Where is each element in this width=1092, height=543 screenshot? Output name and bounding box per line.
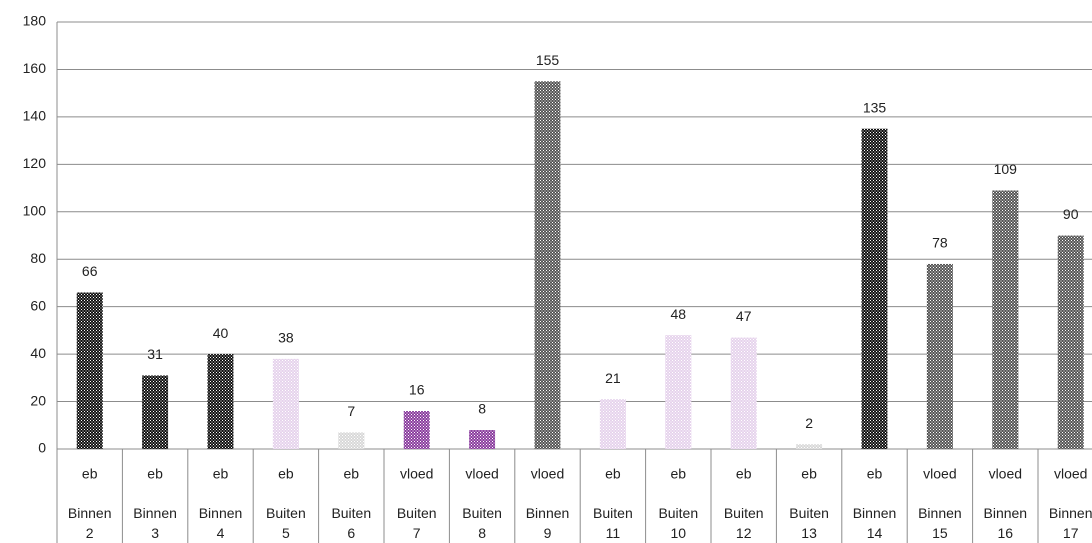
y-tick-label: 160 [23, 60, 47, 76]
x-tick-label: eb [213, 466, 229, 482]
x-group-label: Buiten 5 [266, 505, 306, 541]
bar [599, 399, 626, 449]
x-tick-label: vloed [465, 466, 498, 482]
bar [926, 263, 953, 449]
x-tick-label: eb [147, 466, 163, 482]
x-tick-label: vloed [989, 466, 1022, 482]
x-group-label: Binnen 3 [133, 505, 177, 541]
x-tick-label: eb [671, 466, 687, 482]
bar [76, 292, 103, 449]
x-tick-label: vloed [531, 466, 564, 482]
x-group-label: Binnen 2 [68, 505, 112, 541]
x-group-label: Buiten 10 [658, 505, 698, 541]
x-group-label: Buiten 7 [397, 505, 437, 541]
x-group-label: Binnen 14 [853, 505, 897, 541]
x-group-label: Buiten 12 [724, 505, 764, 541]
x-group-label: Binnen 9 [526, 505, 570, 541]
x-group-label: Buiten 8 [462, 505, 502, 541]
x-tick-label: vloed [400, 466, 433, 482]
data-label: 90 [1063, 206, 1079, 222]
data-label: 40 [213, 325, 229, 341]
y-tick-label: 180 [23, 13, 47, 29]
bar [992, 190, 1019, 449]
x-tick-label: vloed [1054, 466, 1087, 482]
x-group-label: Buiten 13 [789, 505, 829, 541]
x-tick-label: eb [278, 466, 294, 482]
data-label: 66 [82, 263, 98, 279]
x-tick-label: eb [605, 466, 621, 482]
data-label: 2 [805, 415, 813, 431]
data-label: 7 [347, 403, 355, 419]
x-tick-label: vloed [923, 466, 956, 482]
data-label: 48 [671, 306, 687, 322]
bar [665, 335, 692, 449]
x-group-label: Binnen 15 [918, 505, 962, 541]
y-tick-label: 40 [30, 345, 46, 361]
data-label: 16 [409, 382, 425, 398]
bar [272, 358, 299, 449]
bar [469, 430, 496, 449]
data-label: 155 [536, 52, 560, 68]
x-group-label: Binnen 16 [984, 505, 1028, 541]
data-label: 109 [994, 161, 1018, 177]
y-tick-label: 0 [38, 440, 46, 456]
x-group-label: Buiten 11 [593, 505, 633, 541]
data-label: 31 [147, 346, 163, 362]
y-tick-label: 100 [23, 202, 47, 218]
data-label: 21 [605, 370, 621, 386]
x-group-label: Binnen 17 [1049, 505, 1092, 541]
data-label: 78 [932, 235, 948, 251]
x-group-label: Buiten 6 [331, 505, 371, 541]
x-tick-label: eb [344, 466, 360, 482]
data-label: 135 [863, 99, 887, 115]
bar [207, 354, 234, 449]
bar [730, 337, 757, 449]
bar [796, 444, 823, 449]
y-tick-label: 140 [23, 108, 47, 124]
y-tick-label: 20 [30, 392, 46, 408]
bar [861, 128, 888, 449]
x-group-label: Binnen 4 [199, 505, 243, 541]
data-label: 8 [478, 401, 486, 417]
bar [338, 432, 365, 449]
x-tick-label: eb [82, 466, 98, 482]
bar [1057, 235, 1084, 449]
y-tick-label: 120 [23, 155, 47, 171]
data-label: 47 [736, 308, 752, 324]
x-tick-label: eb [867, 466, 883, 482]
data-label: 38 [278, 330, 294, 346]
bar [534, 81, 561, 450]
x-tick-label: eb [736, 466, 752, 482]
x-tick-label: eb [801, 466, 817, 482]
y-tick-label: 80 [30, 250, 46, 266]
y-tick-label: 60 [30, 297, 46, 313]
bar [142, 375, 169, 449]
bar [403, 411, 430, 449]
